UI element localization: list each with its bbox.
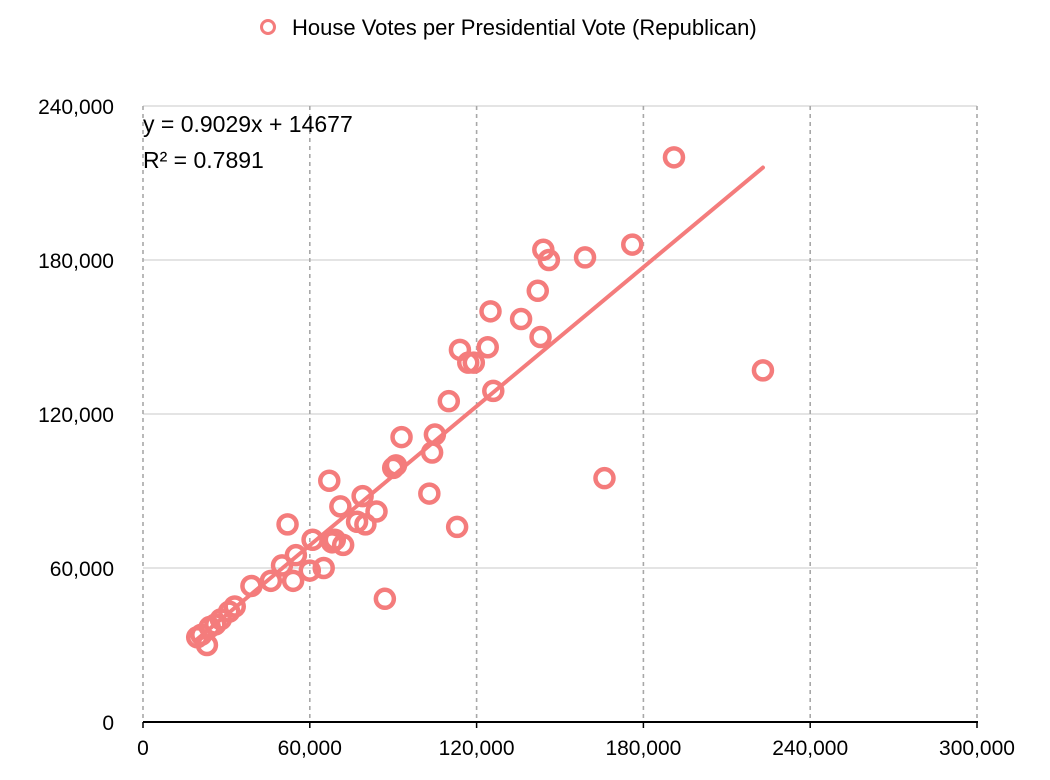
data-point: [365, 500, 388, 523]
data-point: [662, 146, 686, 169]
data-point: [482, 379, 505, 403]
data-point: [354, 513, 377, 536]
tick-labels: 0 60,000 120,000 180,000 240,000 0 60,000 120,0…: [38, 96, 1015, 760]
data-point: [390, 425, 413, 449]
y-tick-label: 180,000: [38, 250, 114, 273]
x-tick-label: 180,000: [605, 737, 681, 760]
data-point: [373, 587, 397, 611]
data-point: [509, 307, 533, 331]
data-point: [223, 595, 246, 618]
data-point: [751, 359, 775, 382]
legend-label: House Votes per Presidential Vote (Repub…: [292, 15, 757, 40]
trendline-equation: y = 0.9029x + 14677: [143, 111, 353, 137]
data-point: [462, 351, 486, 374]
y-tick-label: 120,000: [38, 404, 114, 427]
x-tick-label: 60,000: [278, 737, 342, 760]
data-point: [476, 336, 499, 359]
data-point: [384, 454, 408, 477]
y-tick-label: 240,000: [38, 96, 114, 119]
data-point: [298, 559, 322, 582]
data-point: [529, 325, 552, 349]
data-point: [621, 233, 644, 256]
legend-marker: [260, 19, 276, 35]
x-tick-label: 240,000: [772, 737, 848, 760]
data-point: [418, 482, 441, 505]
y-tick-label: 0: [102, 712, 114, 735]
data-point: [259, 569, 283, 593]
data-point: [526, 279, 550, 303]
data-point: [351, 484, 374, 508]
data-point: [593, 466, 616, 490]
x-tick-label: 0: [137, 737, 149, 760]
data-point: [270, 554, 294, 577]
data-point: [445, 515, 469, 539]
data-point: [312, 556, 335, 580]
trendline-annotation: y = 0.9029x + 14677 R² = 0.7891: [143, 111, 353, 173]
data-point: [284, 543, 308, 567]
data-point: [331, 533, 355, 557]
data-point: [420, 441, 444, 464]
data-point: [329, 495, 352, 518]
data-point: [281, 569, 305, 593]
x-tick-label: 300,000: [939, 737, 1015, 760]
data-point: [318, 469, 341, 492]
trendline-r-squared: R² = 0.7891: [143, 147, 264, 173]
legend: House Votes per Presidential Vote (Repub…: [260, 15, 757, 40]
y-tick-label: 60,000: [50, 558, 114, 581]
grid-lines: [143, 105, 978, 722]
data-point: [437, 389, 461, 413]
data-point: [537, 248, 561, 272]
axes: [142, 106, 978, 728]
data-point: [276, 513, 299, 536]
data-point: [240, 574, 263, 598]
x-tick-label: 120,000: [439, 737, 515, 760]
data-point: [423, 423, 447, 446]
data-points: [185, 146, 775, 657]
data-point: [573, 246, 597, 269]
data-point: [479, 300, 502, 323]
